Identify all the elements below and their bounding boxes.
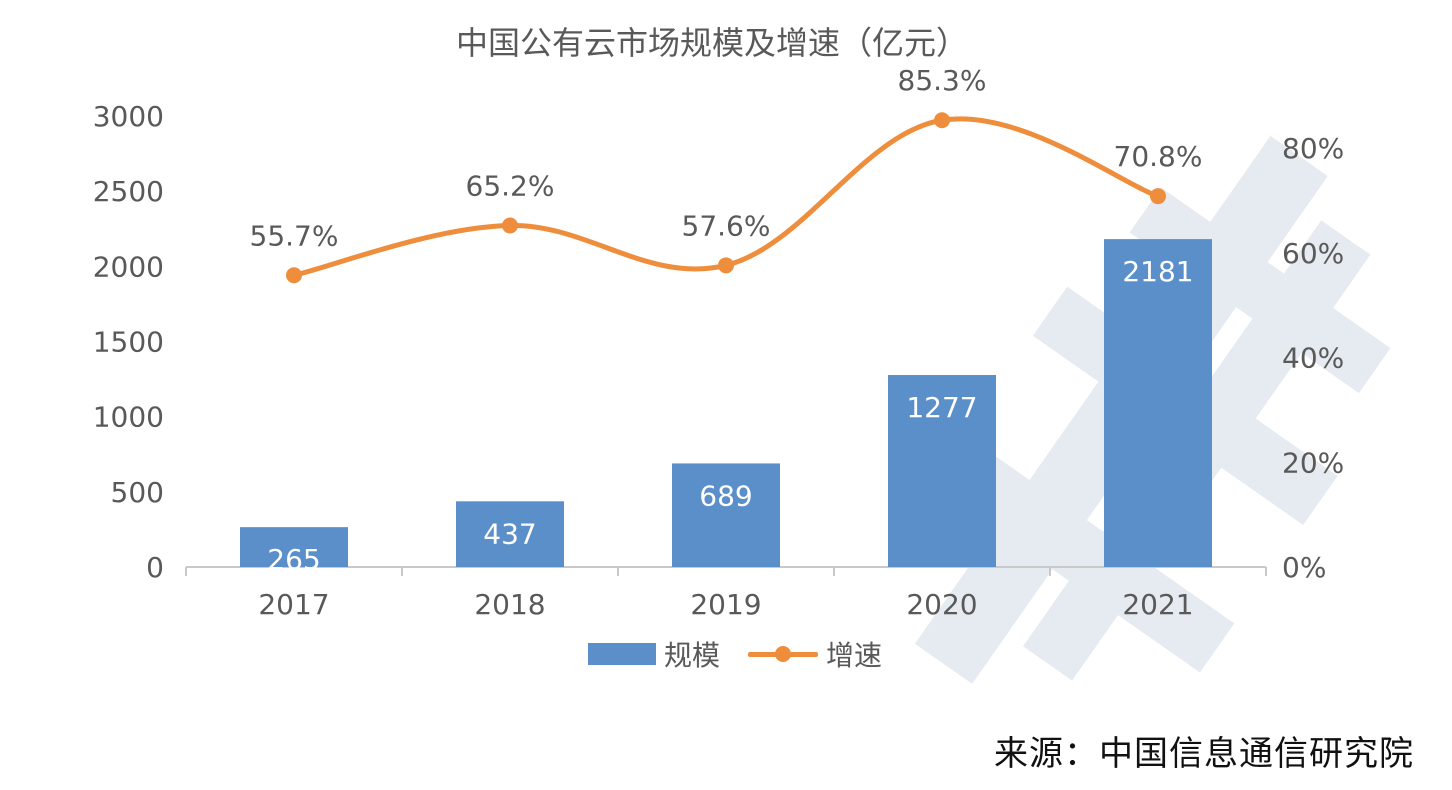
x-tick-label: 2019 xyxy=(690,588,761,621)
growth-point xyxy=(286,267,302,284)
growth-series-line xyxy=(291,116,1161,278)
bar-data-label: 2181 xyxy=(1122,255,1193,288)
growth-data-label: 57.6% xyxy=(682,209,771,242)
x-tick-label: 2020 xyxy=(906,588,977,621)
legend: 规模 增速 xyxy=(588,634,910,674)
y-left-tick-label: 2000 xyxy=(93,250,164,283)
y-left-tick-label: 3000 xyxy=(93,100,164,133)
x-tick-label: 2017 xyxy=(258,588,329,621)
bar-data-label: 437 xyxy=(483,517,536,550)
growth-data-label: 70.8% xyxy=(1114,140,1203,173)
growth-point xyxy=(934,112,950,129)
y-right-tick-label: 0% xyxy=(1282,551,1326,584)
y-right-tick-label: 80% xyxy=(1282,132,1344,165)
legend-item-scale: 规模 xyxy=(588,634,720,674)
bar xyxy=(888,375,996,567)
y-right-tick-label: 60% xyxy=(1282,237,1344,270)
legend-line-swatch xyxy=(748,643,819,665)
source-note: 来源：中国信息通信研究院 xyxy=(994,734,1414,774)
legend-label-growth: 增速 xyxy=(826,639,883,672)
chart-title: 中国公有云市场规模及增速（亿元） xyxy=(455,24,968,62)
x-tick-label: 2021 xyxy=(1122,588,1193,621)
bar xyxy=(672,463,780,567)
y-left-tick-label: 2500 xyxy=(93,175,164,208)
growth-point xyxy=(502,217,518,234)
growth-data-label: 65.2% xyxy=(466,170,555,203)
bar xyxy=(240,527,348,567)
growth-data-label: 85.3% xyxy=(898,64,987,97)
bar xyxy=(1104,239,1212,568)
y-left-tick-label: 0 xyxy=(146,551,164,584)
growth-data-label: 55.7% xyxy=(250,219,339,252)
legend-label-scale: 规模 xyxy=(664,639,721,672)
y-right-tick-label: 20% xyxy=(1282,446,1344,479)
bar-data-label: 265 xyxy=(267,543,320,576)
y-left-tick-label: 1500 xyxy=(93,326,164,359)
y-left-tick-label: 500 xyxy=(111,476,164,509)
bar-data-label: 689 xyxy=(699,479,752,512)
growth-point xyxy=(718,257,734,274)
legend-item-growth: 增速 xyxy=(748,634,882,674)
growth-point xyxy=(1150,188,1166,205)
y-left-tick-label: 1000 xyxy=(93,401,164,434)
y-right-tick-label: 40% xyxy=(1282,342,1344,375)
bar-data-label: 1277 xyxy=(906,391,977,424)
legend-bar-swatch xyxy=(588,643,656,665)
bar xyxy=(456,501,564,567)
x-tick-label: 2018 xyxy=(474,588,545,621)
